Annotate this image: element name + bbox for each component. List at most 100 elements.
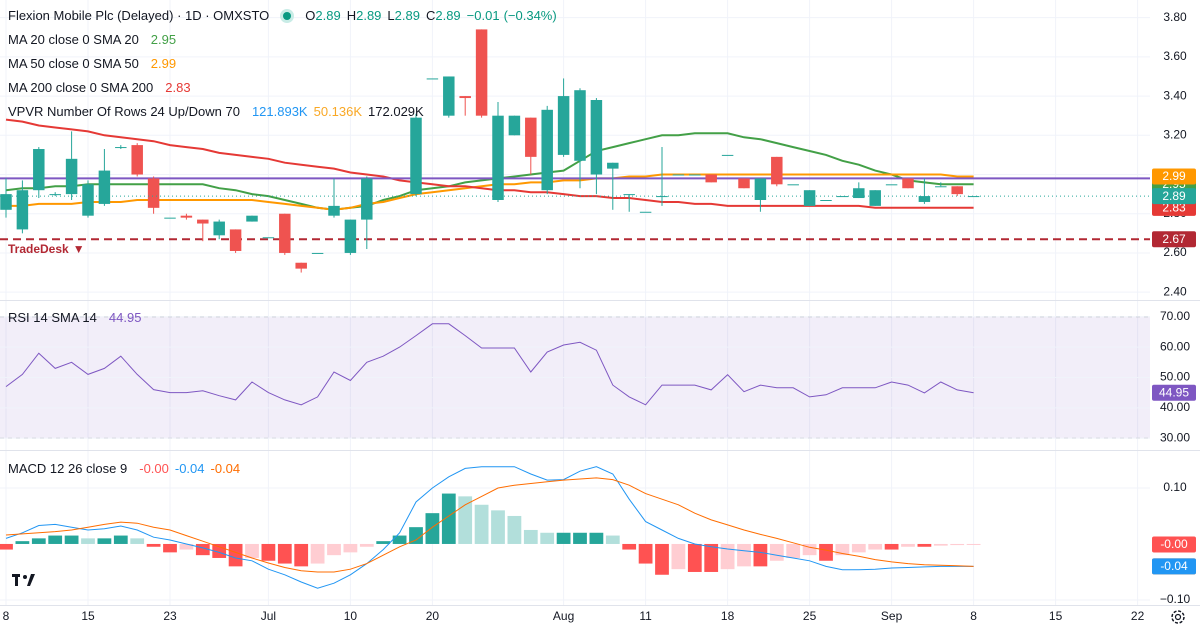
candle-body bbox=[787, 184, 799, 186]
candle-body bbox=[820, 200, 832, 201]
candle-body bbox=[246, 215, 258, 222]
histogram-bar bbox=[146, 543, 161, 547]
histogram-bar bbox=[458, 496, 473, 544]
price-badge bbox=[1152, 384, 1196, 401]
histogram-bar bbox=[228, 543, 243, 567]
histogram-bar bbox=[310, 543, 325, 564]
macd-line bbox=[5, 477, 974, 573]
ohlc-label: H bbox=[346, 8, 357, 23]
histogram-bar bbox=[441, 493, 456, 544]
histogram-bar bbox=[573, 532, 587, 544]
histogram-bar bbox=[901, 543, 915, 547]
tv-logo bbox=[12, 574, 35, 586]
histogram-bar bbox=[261, 543, 276, 561]
candle-body bbox=[639, 211, 652, 213]
histogram-bar bbox=[556, 532, 571, 544]
candle-body bbox=[869, 190, 881, 206]
x-tick-label: Jul bbox=[261, 609, 276, 623]
histogram-bar bbox=[917, 543, 932, 547]
candle-body bbox=[721, 154, 734, 156]
histogram-bar bbox=[819, 543, 833, 561]
histogram-bar bbox=[950, 543, 965, 546]
candle-body bbox=[705, 174, 717, 183]
gear-center[interactable] bbox=[1174, 613, 1182, 621]
ma-name: MA 20 close 0 SMA 20 bbox=[8, 32, 139, 47]
candle-body bbox=[344, 219, 357, 253]
histogram-bar bbox=[507, 515, 522, 544]
candle-body bbox=[229, 229, 242, 251]
y-tick-label: 40.00 bbox=[1160, 400, 1190, 414]
ohlc-value: 2.89 bbox=[315, 8, 341, 23]
y-tick-label: −0.10 bbox=[1160, 592, 1191, 606]
rsi-legend: RSI 14 SMA 14 44.95 bbox=[8, 310, 141, 325]
gear[interactable] bbox=[1171, 610, 1185, 624]
histogram-bar bbox=[835, 543, 850, 556]
ma-legend-row: MA 50 close 0 SMA 50 2.99 bbox=[8, 56, 176, 71]
ohlc-value: 2.89 bbox=[356, 8, 382, 23]
x-tick-label: 11 bbox=[639, 609, 652, 623]
candle-body bbox=[328, 205, 340, 216]
price-badge-label: 2.67 bbox=[1162, 232, 1186, 246]
ma-legend-row: MA 200 close 0 SMA 200 2.83 bbox=[8, 80, 191, 95]
y-tick-label: 2.40 bbox=[1163, 284, 1187, 298]
candle-body bbox=[131, 145, 143, 175]
price-badge bbox=[1152, 231, 1196, 248]
rsi-name: RSI 14 SMA 14 bbox=[8, 310, 97, 325]
ohlc-label: C bbox=[425, 8, 436, 23]
vpvr-values: 121.893K 50.136K 172.029K bbox=[252, 104, 424, 119]
x-tick-label: 18 bbox=[721, 609, 735, 623]
x-tick-label: 15 bbox=[1049, 609, 1063, 623]
status-dot bbox=[283, 11, 292, 20]
candle-body bbox=[295, 262, 307, 269]
y-tick-label: 2.60 bbox=[1163, 245, 1187, 259]
price-badge-label: -0.00 bbox=[1160, 537, 1188, 551]
candle-body bbox=[967, 196, 980, 198]
ohlc-label: O bbox=[305, 8, 316, 23]
histogram-bar bbox=[425, 513, 440, 544]
candle-body bbox=[623, 194, 635, 196]
price-badge bbox=[1152, 168, 1196, 185]
moving-average bbox=[5, 118, 974, 209]
candle-body bbox=[607, 162, 619, 169]
candle-body bbox=[656, 196, 668, 198]
histogram-bar bbox=[884, 543, 899, 550]
candle-body bbox=[918, 196, 931, 202]
price-badge bbox=[1152, 188, 1196, 205]
candle-body bbox=[803, 190, 816, 206]
candle-body bbox=[410, 117, 422, 195]
price-badge-label: 2.99 bbox=[1162, 169, 1186, 183]
candle-body bbox=[738, 178, 750, 189]
candle-body bbox=[836, 196, 849, 198]
macd-name: MACD 12 26 close 9 bbox=[8, 461, 128, 476]
histogram-bar bbox=[31, 538, 46, 544]
y-tick-label: 3.20 bbox=[1163, 127, 1187, 141]
vpvr-value: 172.029K bbox=[368, 104, 424, 119]
ma-value: 2.99 bbox=[150, 56, 177, 71]
candle-body bbox=[475, 29, 488, 116]
histogram-bar bbox=[179, 543, 194, 550]
y-tick-label: 50.00 bbox=[1160, 370, 1190, 384]
histogram-bar bbox=[720, 543, 735, 570]
histogram-bar bbox=[933, 543, 948, 546]
histogram-bar bbox=[359, 543, 374, 547]
candle-body bbox=[98, 170, 111, 204]
ohlc: O2.89 H2.89 L2.89 C2.89 bbox=[305, 8, 460, 23]
histogram-bar bbox=[868, 543, 883, 550]
settings-icon[interactable] bbox=[1171, 610, 1185, 624]
change-value: (−0.34%) bbox=[503, 8, 557, 23]
ohlc-item: L2.89 bbox=[387, 8, 420, 23]
y-tick-label: 0.10 bbox=[1163, 480, 1187, 494]
candle-body bbox=[754, 178, 767, 200]
ohlc-value: 2.89 bbox=[394, 8, 420, 23]
candle-body bbox=[771, 156, 783, 185]
ohlc-item: H2.89 bbox=[347, 8, 382, 23]
x-tick-label: 10 bbox=[344, 609, 358, 623]
candle-body bbox=[147, 178, 160, 208]
ohlc-item: C2.89 bbox=[426, 8, 461, 23]
candle-body bbox=[65, 158, 78, 195]
x-tick-label: Sep bbox=[881, 609, 903, 623]
histogram-bar bbox=[130, 538, 145, 544]
x-tick-label: 25 bbox=[803, 609, 817, 623]
y-tick-label: 3.40 bbox=[1163, 88, 1187, 102]
candle-body bbox=[33, 149, 45, 191]
